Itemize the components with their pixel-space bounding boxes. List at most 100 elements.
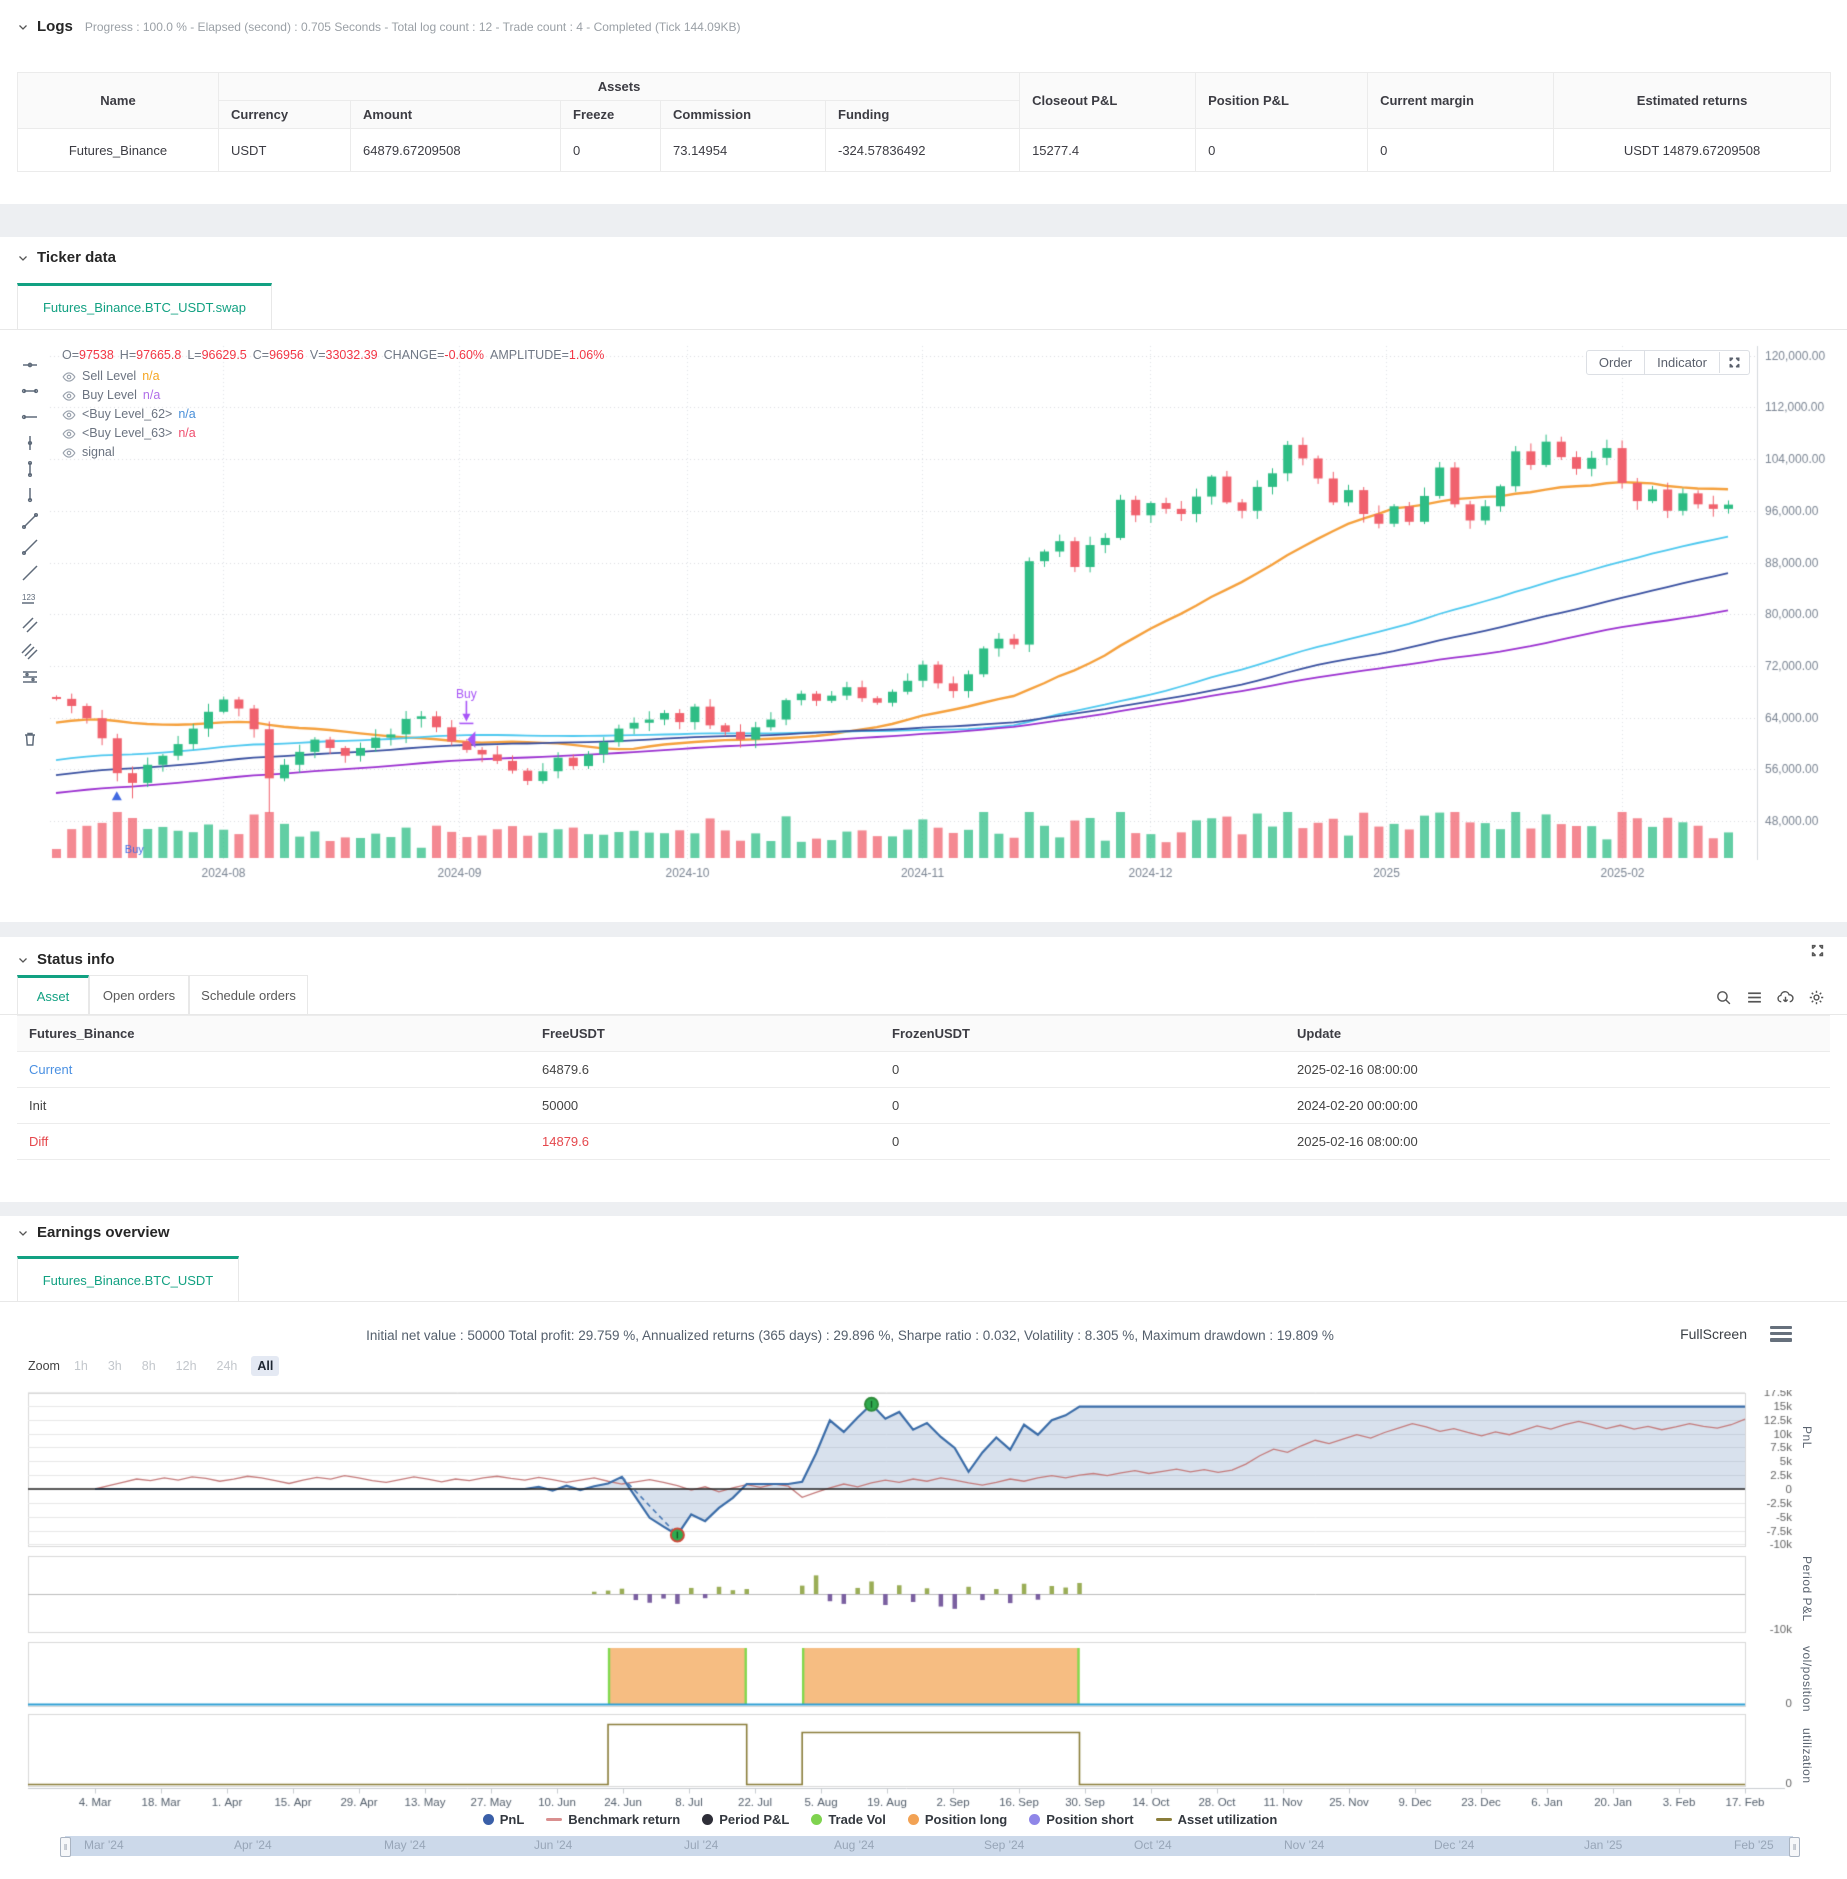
indicator-row-signal[interactable]: signal <box>62 443 610 462</box>
cell-position-pnl: 0 <box>1195 128 1369 172</box>
indicator-value: n/a <box>178 407 196 421</box>
asset-status-table: Futures_Binance FreeUSDT FrozenUSDT Upda… <box>17 1015 1830 1160</box>
tab-earnings-symbol[interactable]: Futures_Binance.BTC_USDT <box>17 1256 239 1301</box>
collapse-ticker-icon[interactable] <box>17 252 29 264</box>
legend-item-benchmark-return[interactable]: Benchmark return <box>546 1812 680 1827</box>
vertical-line-tool-icon[interactable] <box>17 430 43 456</box>
indicator-row-sell-level[interactable]: Sell Level n/a <box>62 367 610 386</box>
zoom-option-3h: 3h <box>107 1359 122 1373</box>
ticker-chart-canvas[interactable] <box>0 338 1847 905</box>
axis-label-utilization: utilization <box>1800 1728 1814 1784</box>
col-funding: Funding <box>824 100 1021 129</box>
earnings-section: Earnings overview Futures_Binance.BTC_US… <box>0 1216 1847 1879</box>
extended-line-tool-icon[interactable] <box>17 560 43 586</box>
legend-dot-icon <box>907 1814 919 1825</box>
legend-label: Position long <box>924 1812 1008 1827</box>
legend-item-asset-utilization[interactable]: Asset utilization <box>1155 1812 1277 1827</box>
navigator-right-handle[interactable]: ‖ <box>1789 1837 1800 1857</box>
legend-item-period-p-l[interactable]: Period P&L <box>702 1812 789 1827</box>
trend-line-tool-icon[interactable] <box>17 508 43 534</box>
collapse-status-icon[interactable] <box>17 954 29 966</box>
legend-item-pnl[interactable]: PnL <box>482 1812 524 1827</box>
col-position-pnl: Position P&L <box>1195 72 1369 129</box>
legend-dot-icon <box>811 1814 823 1825</box>
parallel-channel-tool-icon[interactable] <box>17 612 43 638</box>
horizontal-line-tool-icon[interactable] <box>17 352 43 378</box>
cloud-download-icon[interactable] <box>1777 989 1794 1006</box>
diff-label: Diff <box>17 1123 530 1160</box>
gear-icon[interactable] <box>1808 989 1825 1006</box>
vertical-ray-tool-icon[interactable] <box>17 482 43 508</box>
collapse-logs-icon[interactable] <box>17 21 29 33</box>
col-name: Name <box>17 72 219 129</box>
indicator-row-buy-level[interactable]: Buy Level n/a <box>62 386 610 405</box>
cell-free: 50000 <box>530 1087 880 1124</box>
range-navigator[interactable]: Mar '24 Apr '24 May '24 Jun '24 Jul '24 Aug '… <box>60 1836 1800 1857</box>
col-commission: Commission <box>660 100 826 129</box>
indicator-label: Sell Level <box>82 369 137 383</box>
eye-icon[interactable] <box>62 370 76 384</box>
eye-icon[interactable] <box>62 427 76 441</box>
tab-asset[interactable]: Asset <box>17 975 89 1014</box>
parallel-channel-3-tool-icon[interactable] <box>17 638 43 664</box>
indicator-value: n/a <box>178 426 196 440</box>
legend-dot-icon <box>702 1814 714 1825</box>
chart-fullscreen-icon[interactable] <box>1719 352 1749 373</box>
eye-icon[interactable] <box>62 408 76 422</box>
list-menu-icon[interactable] <box>1746 989 1763 1006</box>
col-update: Update <box>1285 1015 1830 1052</box>
indicator-label: <Buy Level_62> <box>82 407 173 421</box>
horizontal-ray-tool-icon[interactable] <box>17 404 43 430</box>
price-label-tool-icon[interactable]: 123 <box>17 586 43 612</box>
collapse-earnings-icon[interactable] <box>17 1227 29 1239</box>
legend-item-position-short[interactable]: Position short <box>1029 1812 1134 1827</box>
cell-freeze: 0 <box>560 128 661 172</box>
horizontal-segment-tool-icon[interactable] <box>17 378 43 404</box>
zoom-label: Zoom <box>28 1359 60 1373</box>
drawing-toolbar: 123 <box>14 352 46 752</box>
cell-closeout-pnl: 15277.4 <box>1019 128 1197 172</box>
indicator-button[interactable]: Indicator <box>1644 351 1719 374</box>
axis-label-pnl: PnL <box>1800 1426 1814 1449</box>
current-link[interactable]: Current <box>17 1051 530 1088</box>
indicator-row-buy-level-63[interactable]: <Buy Level_63> n/a <box>62 424 610 443</box>
earnings-chart <box>0 1390 1847 1860</box>
chart-menu-icon[interactable] <box>1770 1326 1792 1345</box>
legend-item-trade-vol[interactable]: Trade Vol <box>811 1812 886 1827</box>
tab-schedule-orders[interactable]: Schedule orders <box>189 975 308 1014</box>
axis-label-vol-position: vol/position <box>1800 1646 1814 1713</box>
navigator-month-label: Nov '24 <box>1284 1838 1325 1852</box>
cell-commission: 73.14954 <box>660 128 826 172</box>
indicator-row-buy-level-62[interactable]: <Buy Level_62> n/a <box>62 405 610 424</box>
tab-open-orders[interactable]: Open orders <box>89 975 189 1014</box>
navigator-month-label: Dec '24 <box>1434 1838 1475 1852</box>
status-expand-icon[interactable] <box>1810 943 1825 958</box>
legend-label: Position short <box>1046 1812 1134 1827</box>
col-frozen-usdt: FrozenUSDT <box>880 1015 1285 1052</box>
init-label: Init <box>17 1087 530 1124</box>
legend-item-position-long[interactable]: Position long <box>907 1812 1008 1827</box>
horizontal-rules-tool-icon[interactable] <box>17 664 43 690</box>
status-toolbar <box>1715 989 1825 1006</box>
earnings-chart-canvas[interactable] <box>0 1390 1847 1860</box>
col-freeze: Freeze <box>560 100 661 129</box>
earnings-title: Earnings overview <box>37 1224 170 1241</box>
vertical-segment-tool-icon[interactable] <box>17 456 43 482</box>
ray-line-tool-icon[interactable] <box>17 534 43 560</box>
status-section: Status info Asset Open orders Schedule o… <box>0 937 1847 1202</box>
eye-icon[interactable] <box>62 446 76 460</box>
order-button[interactable]: Order <box>1598 355 1633 370</box>
tab-ticker-symbol[interactable]: Futures_Binance.BTC_USDT.swap <box>17 283 272 329</box>
cell-account: Futures_Binance <box>17 128 219 172</box>
eye-icon[interactable] <box>62 389 76 403</box>
zoom-option-all[interactable]: All <box>251 1356 280 1376</box>
cell-update: 2025-02-16 08:00:00 <box>1285 1051 1830 1088</box>
trash-tool-icon[interactable] <box>17 726 43 752</box>
zoom-option-12h: 12h <box>175 1359 197 1373</box>
navigator-month-label: Mar '24 <box>84 1838 124 1852</box>
navigator-left-handle[interactable]: ‖ <box>60 1837 71 1857</box>
navigator-month-label: Aug '24 <box>834 1838 875 1852</box>
search-icon[interactable] <box>1715 989 1732 1006</box>
fullscreen-button[interactable]: FullScreen <box>1680 1326 1747 1342</box>
cell-amount: 64879.67209508 <box>350 128 561 172</box>
